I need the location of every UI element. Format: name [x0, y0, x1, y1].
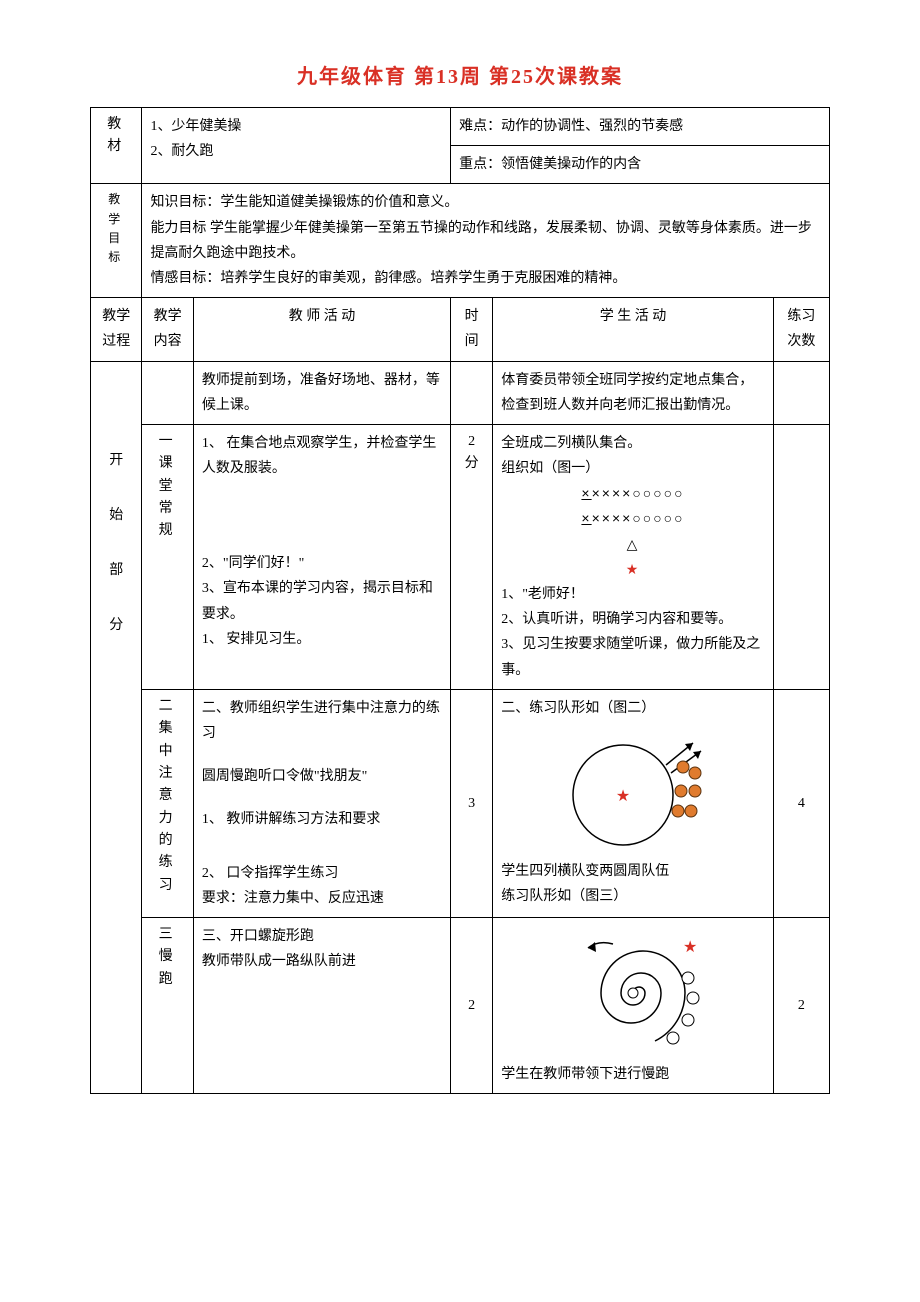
student-jog: ★ 学生在教师带领下进行慢跑 — [493, 917, 774, 1093]
teacher-cell: 教师提前到场，准备好场地、器材，等候上课。 — [193, 361, 450, 424]
teacher-focus: 二、教师组织学生进行集中注意力的练习 圆周慢跑听口令做"找朋友" 1、 教师讲解… — [193, 689, 450, 917]
page-title: 九年级体育 第13周 第25次课教案 — [90, 60, 830, 89]
table-row: 教学目标 知识目标：学生能知道健美操锻炼的价值和意义。 能力目标 学生能掌握少年… — [91, 184, 830, 298]
spiral-diagram-icon: ★ — [533, 928, 733, 1058]
reps-cell — [773, 361, 829, 424]
lesson-plan-table: 教材 1、少年健美操 2、耐久跑 难点：动作的协调性、强烈的节奏感 重点：领悟健… — [90, 107, 830, 1094]
table-row: 教材 1、少年健美操 2、耐久跑 难点：动作的协调性、强烈的节奏感 — [91, 108, 830, 146]
col-content: 教学内容 — [142, 298, 193, 361]
svg-text:★: ★ — [683, 939, 697, 956]
student-routine: 全班成二列横队集合。 组织如（图一） ×××××○○○○○ ×××××○○○○○… — [493, 424, 774, 689]
difficulty-cell: 难点：动作的协调性、强烈的节奏感 — [451, 108, 830, 146]
teacher-routine: 1、 在集合地点观察学生，并检查学生人数及服装。 2、"同学们好！" 3、宣布本… — [193, 424, 450, 689]
time-routine: 2分 — [451, 424, 493, 689]
col-reps: 练习次数 — [773, 298, 829, 361]
student-cell: 体育委员带领全班同学按约定地点集合，检查到班人数并向老师汇报出勤情况。 — [493, 361, 774, 424]
col-proc: 教学过程 — [91, 298, 142, 361]
teacher-jog: 三、开口螺旋形跑 教师带队成一路纵队前进 — [193, 917, 450, 1093]
col-time: 时间 — [451, 298, 493, 361]
content-cell — [142, 361, 193, 424]
goal-text: 知识目标：学生能知道健美操锻炼的价值和意义。 能力目标 学生能掌握少年健美操第一… — [142, 184, 830, 298]
reps-focus: 4 — [773, 689, 829, 917]
content-jog: 三慢跑 — [142, 917, 193, 1093]
table-row: 二集中注意力的练习 二、教师组织学生进行集中注意力的练习 圆周慢跑听口令做"找朋… — [91, 689, 830, 917]
time-cell — [451, 361, 493, 424]
circle-diagram-icon: ★ — [533, 725, 733, 855]
column-header-row: 教学过程 教学内容 教 师 活 动 时间 学 生 活 动 练习次数 — [91, 298, 830, 361]
col-teacher: 教 师 活 动 — [193, 298, 450, 361]
content-focus: 二集中注意力的练习 — [142, 689, 193, 917]
table-row: 三慢跑 三、开口螺旋形跑 教师带队成一路纵队前进 2 ★ 学生在教师带领下进行慢… — [91, 917, 830, 1093]
svg-text:★: ★ — [616, 788, 630, 805]
table-row: 一课堂常规 1、 在集合地点观察学生，并检查学生人数及服装。 2、"同学们好！"… — [91, 424, 830, 689]
col-student: 学 生 活 动 — [493, 298, 774, 361]
student-focus: 二、练习队形如（图二） ★ 学生四列横队变两圆周队伍 练习队形如（图三） — [493, 689, 774, 917]
reps-jog: 2 — [773, 917, 829, 1093]
focus-cell: 重点：领悟健美操动作的内含 — [451, 146, 830, 184]
phase-opening: 开 始 部 分 — [91, 361, 142, 1094]
material-text: 1、少年健美操 2、耐久跑 — [142, 108, 451, 184]
table-row: 开 始 部 分 教师提前到场，准备好场地、器材，等候上课。 体育委员带领全班同学… — [91, 361, 830, 424]
reps-cell — [773, 424, 829, 689]
material-label: 教材 — [91, 108, 142, 184]
content-routine: 一课堂常规 — [142, 424, 193, 689]
star-icon: ★ — [501, 557, 765, 582]
time-jog: 2 — [451, 917, 493, 1093]
time-focus: 3 — [451, 689, 493, 917]
goal-label: 教学目标 — [91, 184, 142, 298]
